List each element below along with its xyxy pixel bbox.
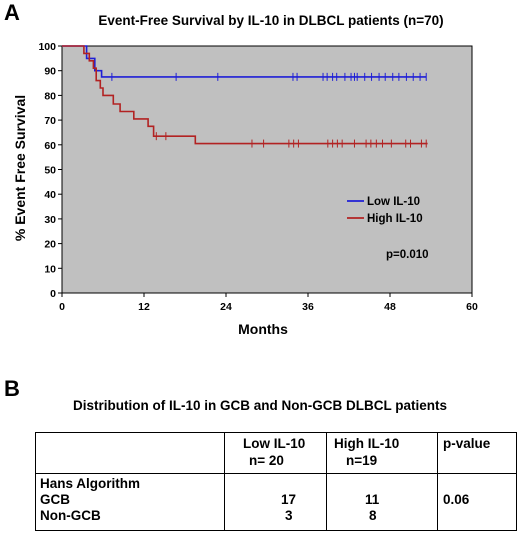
x-tick-label: 60 <box>466 301 478 313</box>
panel-b-letter: B <box>4 376 20 401</box>
header-cell-high-il10: High IL-10 n=19 <box>326 431 438 475</box>
y-tick-label: 10 <box>44 263 56 275</box>
y-tick-label: 100 <box>38 41 56 53</box>
series-line-high-il-10 <box>62 45 428 145</box>
gcb-p-value: 0.06 <box>443 492 470 508</box>
gcb-low-value: 17 <box>281 492 297 508</box>
table-body-row: Hans Algorithm GCB Non-GCB 17 3 11 8 0.0… <box>35 473 517 531</box>
header-cell-p-value: p-value <box>437 431 517 475</box>
y-tick-label: 0 <box>50 288 56 300</box>
row-label-non-gcb: Non-GCB <box>40 508 101 524</box>
header-cell-blank <box>35 431 225 475</box>
distribution-table: Low IL-10 n= 20 High IL-10 n=19 p-value … <box>35 431 517 531</box>
panel-a-letter: A <box>4 0 20 25</box>
non-gcb-high-value: 8 <box>369 508 377 524</box>
y-tick-label: 30 <box>44 214 56 226</box>
plot-area <box>61 45 473 294</box>
legend: Low IL-10 High IL-10 <box>347 196 423 225</box>
y-tick-label: 50 <box>44 165 56 177</box>
x-axis: 0 12 24 36 48 60 <box>59 293 478 313</box>
header-low-il10-label: Low IL-10 <box>243 436 306 451</box>
series-line-low-il-10 <box>62 45 427 78</box>
y-tick-label: 90 <box>44 66 56 78</box>
table-caption: Distribution of IL-10 in GCB and Non-GCB… <box>73 398 447 413</box>
header-cell-low-il10: Low IL-10 n= 20 <box>224 431 327 475</box>
x-tick-label: 12 <box>138 301 150 313</box>
legend-label-low-il-10: Low IL-10 <box>367 196 420 208</box>
row-labels-cell: Hans Algorithm GCB Non-GCB <box>35 473 225 531</box>
header-p-value-label: p-value <box>443 436 491 451</box>
header-high-il10-label: High IL-10 <box>334 436 400 451</box>
survival-chart: Event-Free Survival by IL-10 in DLBCL pa… <box>12 13 478 337</box>
y-tick-label: 20 <box>44 239 56 251</box>
table-header-row: Low IL-10 n= 20 High IL-10 n=19 p-value <box>35 431 517 475</box>
gcb-high-value: 11 <box>365 492 380 508</box>
row-label-gcb: GCB <box>40 492 70 508</box>
y-axis: 0 10 20 30 40 50 60 70 80 90 100 <box>38 41 62 300</box>
p-value-cell: 0.06 <box>437 473 517 531</box>
group-label: Hans Algorithm <box>40 476 141 492</box>
high-il10-values-cell: 11 8 <box>326 473 438 531</box>
header-low-il10-n: n= 20 <box>249 453 284 468</box>
low-il10-values-cell: 17 3 <box>224 473 327 531</box>
x-tick-label: 0 <box>59 301 65 313</box>
header-high-il10-n: n=19 <box>346 453 378 468</box>
y-tick-label: 70 <box>44 115 56 127</box>
chart-title: Event-Free Survival by IL-10 in DLBCL pa… <box>98 13 443 28</box>
x-tick-label: 24 <box>220 301 232 313</box>
p-value-annotation: p=0.010 <box>386 249 429 261</box>
x-tick-label: 36 <box>302 301 314 313</box>
y-tick-label: 40 <box>44 189 56 201</box>
series-layer <box>62 45 428 148</box>
x-tick-label: 48 <box>384 301 396 313</box>
y-axis-label: % Event Free Survival <box>12 95 28 241</box>
non-gcb-low-value: 3 <box>285 508 293 524</box>
x-axis-label: Months <box>238 321 288 337</box>
y-tick-label: 80 <box>44 90 56 102</box>
y-tick-label: 60 <box>44 140 56 152</box>
legend-label-high-il-10: High IL-10 <box>367 213 423 225</box>
